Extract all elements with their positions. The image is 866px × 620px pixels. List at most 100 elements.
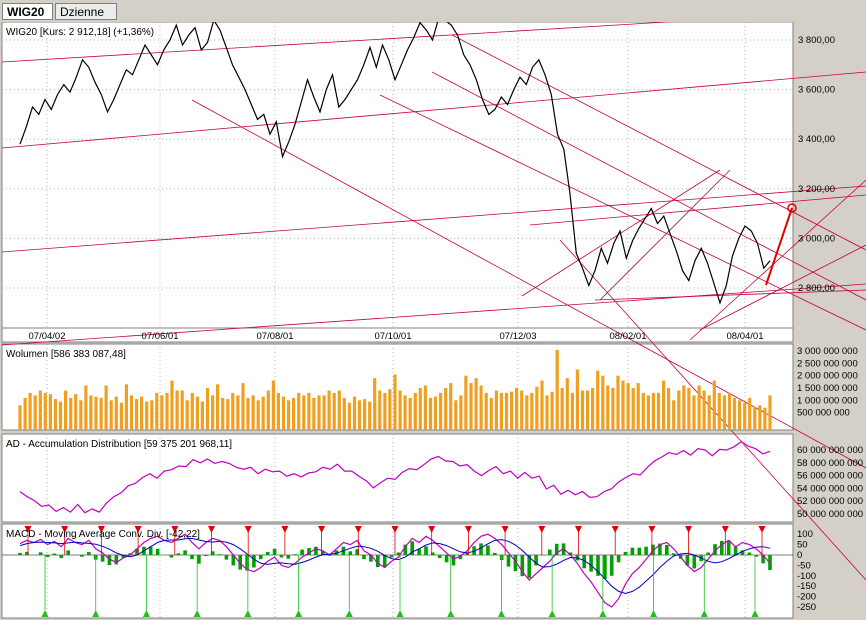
macd-ytick-label: -50 <box>797 560 811 571</box>
macd-histogram-bar <box>410 541 414 555</box>
macd-histogram-bar <box>286 555 291 559</box>
macd-histogram-bar <box>527 555 531 578</box>
volume-panel-bg <box>1 343 794 431</box>
ad-line <box>19 440 771 514</box>
macd-histogram-bar <box>259 555 263 560</box>
macd-ytick-label: -200 <box>797 592 816 603</box>
volume-bar <box>322 395 326 430</box>
ad-ytick-label: 54 000 000 000 <box>797 483 863 494</box>
macd-histogram-bar <box>272 548 277 555</box>
volume-bar <box>271 380 275 430</box>
volume-bar <box>135 399 139 430</box>
volume-bar <box>251 395 255 430</box>
trend-channels <box>1 22 866 581</box>
macd-histogram-bar <box>107 555 112 565</box>
volume-bar <box>428 397 433 430</box>
volume-bar <box>510 391 514 430</box>
macd-histogram-bar <box>637 547 642 555</box>
macd-histogram-bar <box>596 555 600 576</box>
volume-bar <box>672 400 676 430</box>
macd-histogram-bar <box>334 550 339 555</box>
volume-bar <box>388 389 392 430</box>
volume-bar <box>261 396 265 430</box>
volume-bar <box>94 396 98 430</box>
volume-bar <box>200 401 204 430</box>
macd-histogram-bar <box>224 555 229 560</box>
sell-signal-marker <box>648 526 656 533</box>
sell-signal-marker <box>318 526 326 533</box>
volume-bar <box>626 383 630 430</box>
sell-signal-marker <box>685 526 693 533</box>
price-line <box>19 22 771 305</box>
macd-histogram-bar <box>238 555 242 570</box>
volume-bar <box>732 397 737 430</box>
macd-panel-bg <box>1 523 794 619</box>
macd-histogram-bar <box>740 550 745 555</box>
volume-bar <box>38 390 42 430</box>
macd-panel-title: MACD - Moving Average Conv. Div. [-42,22… <box>6 529 200 540</box>
volume-bar <box>292 397 296 430</box>
volume-bar <box>89 395 93 430</box>
buy-signal-marker <box>599 610 607 617</box>
volume-bar <box>616 375 620 430</box>
volume-bar <box>591 388 595 430</box>
macd-histogram-bar <box>197 555 201 564</box>
macd-histogram-bar <box>190 555 194 560</box>
volume-bar <box>398 390 402 430</box>
volume-bar <box>114 396 118 430</box>
macd-histogram-bar <box>155 548 160 555</box>
buy-signal-marker <box>497 610 505 617</box>
buy-signal-marker <box>700 610 708 617</box>
volume-bar <box>129 395 134 430</box>
volume-bar <box>307 392 311 430</box>
volume-bar <box>464 375 468 430</box>
volume-bar <box>195 396 199 430</box>
volume-bar <box>180 390 184 430</box>
macd-histogram-bar <box>121 555 125 558</box>
volume-bar <box>586 390 590 430</box>
volume-bar <box>697 385 701 430</box>
macd-histogram-bar <box>80 555 84 557</box>
trend-channel-line <box>431 71 866 301</box>
volume-bar <box>236 395 240 430</box>
trend-channel-line <box>599 169 731 301</box>
volume-bar <box>216 384 220 430</box>
volume-bar <box>185 400 189 430</box>
tab-interval[interactable]: Dzienne <box>55 3 117 20</box>
volume-bar <box>494 390 498 430</box>
volume-bar <box>555 349 559 430</box>
volume-bar <box>124 384 128 430</box>
buy-signal-marker <box>751 610 759 617</box>
volume-bar <box>175 390 179 430</box>
volume-bar <box>246 397 250 430</box>
volume-bar <box>565 378 569 430</box>
macd-histogram-bar <box>245 555 249 571</box>
volume-bars <box>18 349 772 430</box>
macd-histogram-bar <box>671 553 676 555</box>
sell-signal-marker <box>538 526 546 533</box>
sell-signal-marker <box>501 526 509 533</box>
buy-signal-marker <box>295 610 303 617</box>
macd-histogram-bar <box>582 555 586 569</box>
volume-bar <box>104 385 108 430</box>
price-ytick-label: 3 000,00 <box>798 233 835 244</box>
macd-histogram-bar <box>25 551 29 555</box>
macd-histogram-bar <box>314 546 318 555</box>
volume-bar <box>651 392 655 430</box>
macd-histogram-bar <box>754 555 758 557</box>
macd-histogram-bar <box>52 553 57 555</box>
buy-signal-marker <box>193 610 201 617</box>
volume-bar <box>327 390 331 430</box>
volume-bar <box>702 390 706 430</box>
volume-bar <box>241 383 245 430</box>
volume-bar <box>646 395 650 430</box>
volume-bar <box>155 392 159 430</box>
price-xtick-label: 07/06/01 <box>142 331 179 342</box>
macd-histogram-bar <box>609 555 614 576</box>
sell-signal-marker <box>464 526 472 533</box>
volume-ytick-label: 3 000 000 000 <box>797 346 858 357</box>
macd-histogram-bar <box>293 554 297 555</box>
tab-symbol[interactable]: WIG20 <box>2 3 53 20</box>
macd-histogram-bar <box>720 540 724 555</box>
volume-bar <box>205 388 210 430</box>
